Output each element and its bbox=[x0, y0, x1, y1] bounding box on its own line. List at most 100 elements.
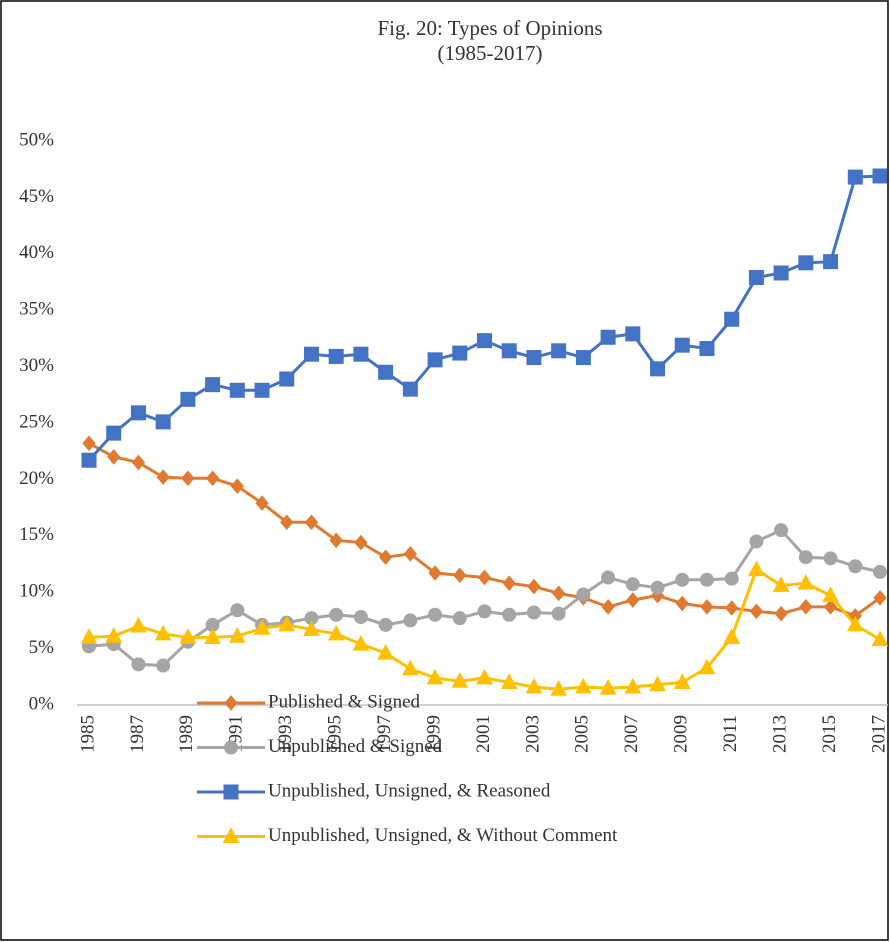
marker bbox=[650, 580, 665, 595]
marker bbox=[223, 784, 239, 800]
y-tick-label: 15% bbox=[19, 524, 54, 545]
x-tick-label: 2005 bbox=[572, 715, 593, 753]
marker bbox=[601, 570, 616, 585]
marker bbox=[600, 329, 616, 345]
marker bbox=[675, 572, 690, 587]
marker bbox=[329, 607, 344, 622]
marker bbox=[725, 600, 739, 616]
marker bbox=[253, 619, 271, 635]
x-tick-label: 2001 bbox=[473, 715, 494, 753]
marker bbox=[798, 255, 814, 271]
marker bbox=[156, 469, 170, 485]
x-tick-label: 1995 bbox=[325, 715, 346, 753]
x-tick-label: 1999 bbox=[423, 715, 444, 753]
legend-label: Unpublished, Unsigned, & Without Comment bbox=[268, 825, 618, 846]
marker bbox=[303, 346, 319, 362]
marker bbox=[798, 550, 813, 565]
y-tick-label: 0% bbox=[29, 693, 55, 714]
marker bbox=[477, 569, 492, 586]
marker bbox=[599, 679, 617, 695]
marker bbox=[873, 590, 887, 606]
marker bbox=[551, 606, 566, 621]
marker bbox=[749, 603, 764, 620]
x-tick-label: 1997 bbox=[374, 715, 395, 753]
marker bbox=[353, 610, 368, 625]
y-tick-label: 50% bbox=[19, 129, 54, 150]
marker bbox=[675, 595, 689, 612]
marker bbox=[673, 673, 691, 689]
x-tick-label: 2013 bbox=[769, 715, 790, 753]
marker bbox=[105, 627, 123, 643]
marker bbox=[576, 587, 591, 602]
marker bbox=[823, 599, 838, 615]
legend-item: Unpublished, Unsigned, & Reasoned bbox=[197, 780, 551, 801]
marker bbox=[698, 658, 716, 675]
x-tick-label: 2009 bbox=[671, 715, 692, 753]
marker bbox=[426, 668, 444, 685]
marker bbox=[205, 470, 220, 487]
marker bbox=[377, 644, 394, 660]
marker bbox=[749, 534, 764, 549]
marker bbox=[303, 620, 320, 636]
marker bbox=[427, 352, 443, 368]
marker bbox=[846, 615, 864, 632]
legend-label: Published & Signed bbox=[268, 691, 421, 712]
marker bbox=[82, 435, 96, 452]
marker bbox=[699, 341, 715, 357]
marker bbox=[551, 343, 567, 359]
marker bbox=[452, 611, 467, 626]
marker bbox=[80, 628, 98, 644]
marker bbox=[601, 599, 615, 615]
marker bbox=[131, 657, 146, 672]
marker bbox=[222, 827, 240, 843]
marker bbox=[525, 677, 543, 694]
marker bbox=[280, 514, 294, 531]
marker bbox=[378, 617, 393, 632]
marker bbox=[156, 658, 171, 673]
marker bbox=[774, 605, 788, 622]
marker bbox=[130, 405, 146, 421]
marker bbox=[797, 574, 815, 590]
marker bbox=[228, 627, 246, 643]
x-tick-label: 2003 bbox=[522, 715, 543, 753]
marker bbox=[848, 559, 863, 574]
x-tick-label: 2011 bbox=[720, 715, 741, 752]
marker bbox=[329, 532, 343, 549]
marker bbox=[224, 740, 238, 755]
marker bbox=[229, 382, 245, 398]
marker bbox=[131, 454, 146, 471]
marker bbox=[772, 576, 790, 592]
marker bbox=[205, 377, 221, 393]
marker bbox=[575, 677, 592, 694]
marker bbox=[773, 265, 789, 281]
y-tick-label: 5% bbox=[29, 637, 55, 658]
marker bbox=[180, 391, 196, 407]
marker bbox=[403, 613, 418, 628]
marker bbox=[179, 628, 197, 644]
marker bbox=[428, 607, 443, 622]
marker bbox=[723, 628, 741, 644]
y-tick-label: 25% bbox=[19, 411, 54, 432]
marker bbox=[477, 333, 492, 349]
marker bbox=[650, 361, 666, 377]
marker bbox=[526, 605, 541, 620]
marker bbox=[304, 514, 319, 531]
marker bbox=[774, 523, 789, 538]
marker bbox=[352, 635, 370, 651]
marker bbox=[502, 575, 516, 591]
marker bbox=[353, 346, 369, 362]
marker bbox=[378, 364, 394, 380]
marker bbox=[106, 425, 122, 441]
marker bbox=[278, 615, 296, 632]
y-tick-label: 45% bbox=[19, 186, 54, 207]
marker bbox=[873, 564, 887, 579]
marker bbox=[107, 449, 121, 465]
marker bbox=[799, 599, 813, 615]
marker bbox=[224, 695, 238, 711]
marker bbox=[403, 546, 418, 562]
marker bbox=[81, 452, 97, 468]
marker bbox=[501, 343, 517, 359]
marker bbox=[230, 603, 245, 618]
marker bbox=[551, 585, 566, 602]
